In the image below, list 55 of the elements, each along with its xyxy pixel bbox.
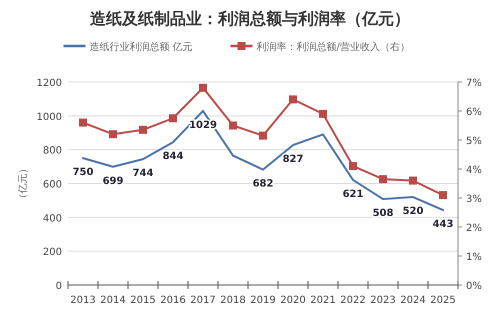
y-tick-label: 800 (42, 146, 62, 157)
point (169, 114, 177, 122)
y-tick-label: 0 (56, 281, 62, 292)
y2-tick-label: 2% (466, 223, 482, 234)
data-label: 844 (162, 151, 184, 162)
data-label: 682 (252, 178, 274, 190)
x-tick-label: 2013 (70, 295, 96, 306)
data-label: 508 (372, 208, 394, 220)
y-axis-title: （亿元） (18, 164, 29, 204)
y2-tick-label: 1% (466, 252, 482, 263)
x-tick-label: 2019 (250, 295, 276, 306)
y-tick-label: 600 (42, 180, 62, 190)
point (349, 162, 357, 170)
data-label: 744 (132, 168, 154, 180)
data-label: 750 (72, 167, 94, 178)
y2-tick-label: 6% (466, 107, 482, 118)
y2-tick-label: 0% (466, 281, 482, 292)
y2-tick-label: 4% (466, 165, 482, 176)
point (259, 132, 267, 140)
y2-tick-label: 3% (466, 194, 482, 205)
legend-label: 利润率：利润总额/营业收入（右） (256, 41, 410, 53)
data-label: 827 (282, 154, 304, 166)
x-tick-label: 2015 (130, 295, 156, 306)
y2-tick-label: 7% (466, 78, 482, 89)
point (199, 84, 207, 92)
data-label: 520 (402, 206, 424, 218)
x-tick-label: 2018 (220, 295, 246, 306)
x-tick-label: 2017 (190, 295, 216, 306)
x-tick-label: 2024 (400, 295, 426, 306)
x-tick-label: 2022 (340, 295, 366, 306)
data-label: 443 (432, 219, 454, 230)
y-tick-label: 1000 (36, 112, 62, 123)
point (79, 118, 87, 127)
x-tick-label: 2021 (310, 295, 336, 306)
x-tick-label: 2014 (100, 295, 126, 306)
point (139, 126, 147, 134)
point (439, 191, 447, 200)
y-tick-label: 1200 (36, 78, 62, 89)
x-tick-label: 2025 (430, 295, 456, 306)
legend-label: 造纸行业利润总额 亿元 (90, 41, 193, 53)
point (379, 175, 387, 184)
x-tick-label: 2020 (280, 295, 306, 306)
point (229, 122, 237, 130)
data-label: 621 (342, 188, 364, 200)
chart-title: 造纸及纸制品业：利润总额与利润率（亿元） (90, 9, 410, 28)
data-label: 699 (102, 176, 124, 187)
x-tick-label: 2023 (370, 295, 396, 306)
x-tick-label: 2016 (160, 295, 186, 306)
point (409, 176, 417, 185)
point (109, 130, 117, 138)
y-tick-label: 400 (42, 213, 62, 224)
point (289, 95, 297, 104)
y2-tick-label: 5% (466, 136, 482, 147)
point (319, 110, 327, 118)
y-tick-label: 200 (42, 247, 62, 258)
